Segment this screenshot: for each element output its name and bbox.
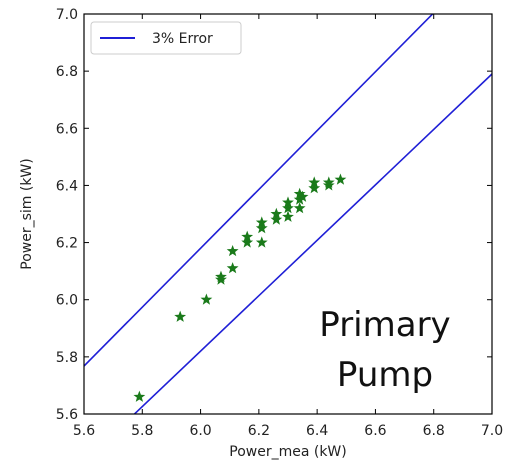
data-point-star	[282, 210, 294, 222]
data-point-star	[322, 176, 335, 188]
x-tick-label: 5.6	[73, 423, 95, 439]
legend: 3% Error	[90, 21, 242, 55]
legend-label: 3% Error	[152, 31, 213, 47]
x-axis-title: Power_mea (kW)	[229, 444, 346, 460]
data-point-star	[241, 230, 254, 242]
data-point-star	[293, 193, 306, 205]
y-tick-label: 6.4	[56, 178, 78, 194]
data-point-star	[255, 222, 268, 234]
x-tick-label: 6.2	[248, 423, 270, 439]
data-point-star	[282, 196, 294, 208]
x-tick-label: 6.6	[364, 423, 386, 439]
data-points	[133, 173, 347, 402]
y-tick-label: 7.0	[56, 7, 78, 23]
x-axis-ticks: 5.6 5.8 6.0 6.2 6.4 6.6 6.8 7.0	[73, 14, 503, 439]
data-point-star	[215, 270, 227, 282]
y-tick-label: 6.8	[56, 64, 78, 80]
y-tick-label: 5.6	[56, 407, 78, 423]
data-point-star	[200, 293, 213, 305]
data-point-star	[241, 236, 254, 248]
x-tick-label: 6.8	[423, 423, 445, 439]
error-band-lines	[84, 14, 492, 414]
y-tick-label: 6.6	[56, 121, 78, 137]
plot-frame	[83, 13, 493, 415]
data-point-star	[133, 390, 146, 402]
data-point-star	[255, 216, 268, 228]
x-tick-label: 7.0	[481, 423, 503, 439]
x-tick-label: 6.4	[306, 423, 328, 439]
data-point-star	[282, 202, 294, 214]
data-point-star	[174, 310, 187, 322]
y-axis-title: Power_sim (kW)	[19, 158, 35, 269]
lower-error-line	[133, 73, 492, 414]
data-point-star	[334, 173, 347, 185]
x-tick-label: 5.8	[131, 423, 153, 439]
y-tick-label: 6.2	[56, 236, 78, 252]
data-point-star	[293, 202, 306, 214]
y-tick-label: 5.8	[56, 350, 78, 366]
upper-error-line	[84, 14, 434, 367]
data-point-star	[226, 244, 239, 257]
x-tick-label: 6.0	[189, 423, 211, 439]
data-point-star	[296, 190, 309, 202]
data-point-star	[226, 262, 239, 274]
data-point-star	[308, 182, 321, 194]
data-point-star	[270, 213, 283, 225]
data-point-star	[308, 176, 321, 188]
annotation-line-2: Pump	[337, 355, 433, 395]
data-point-star	[293, 187, 306, 200]
data-point-star	[255, 236, 268, 248]
y-axis-ticks: 5.6 5.8 6.0 6.2 6.4 6.6 6.8 7.0	[56, 7, 492, 423]
data-point-star	[270, 207, 283, 220]
annotation-line-1: Primary	[319, 305, 450, 345]
y-tick-label: 6.0	[56, 293, 78, 309]
legend-box	[90, 21, 242, 55]
